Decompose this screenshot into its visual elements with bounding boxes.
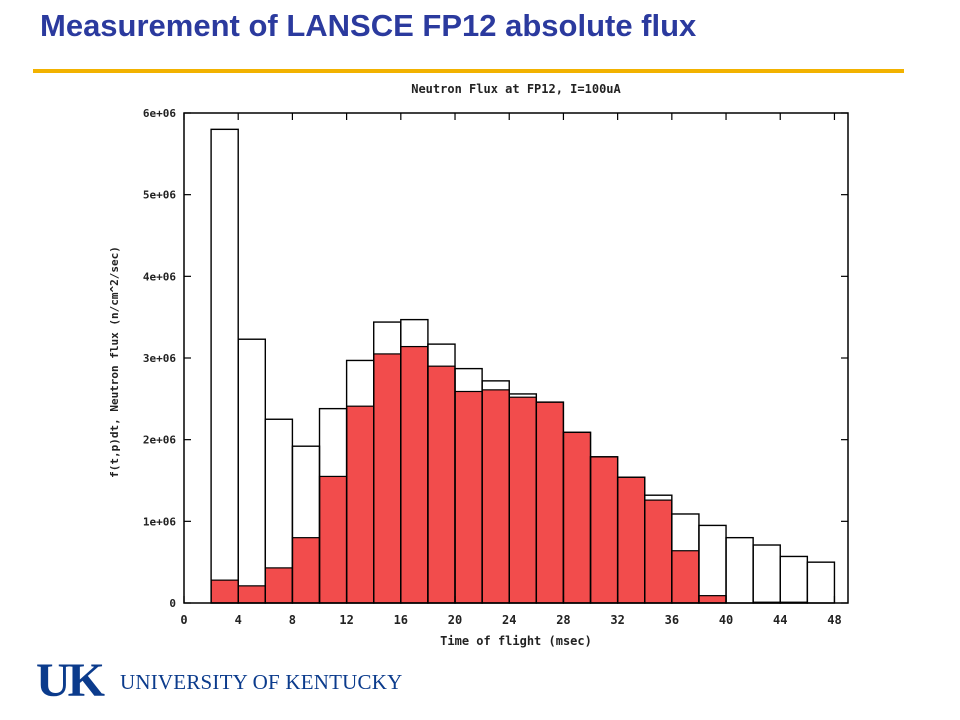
bar-filled <box>644 499 673 604</box>
x-tick-label: 0 <box>180 613 187 627</box>
y-tick-label: 4e+06 <box>143 270 176 283</box>
y-tick-label: 5e+06 <box>143 189 176 202</box>
bar-outline <box>725 536 754 604</box>
y-tick-label: 0 <box>169 597 176 610</box>
bar-outline <box>210 128 239 604</box>
x-tick-label: 48 <box>827 613 841 627</box>
slide-title: Measurement of LANSCE FP12 absolute flux <box>40 8 697 43</box>
bar-filled <box>400 345 429 604</box>
bar-filled <box>671 550 700 604</box>
bar-filled <box>291 537 321 604</box>
bar-filled <box>698 595 727 604</box>
bar-outline <box>237 338 267 604</box>
x-tick-label: 40 <box>719 613 733 627</box>
bar-filled <box>264 567 294 604</box>
bar-filled <box>237 585 266 604</box>
bar-filled <box>318 475 348 604</box>
university-logo: UK UNIVERSITY OF KENTUCKY <box>36 654 402 707</box>
bar-filled <box>617 476 646 604</box>
x-tick-label: 20 <box>448 613 462 627</box>
x-tick-label: 8 <box>289 613 296 627</box>
y-tick-label: 1e+06 <box>143 515 176 528</box>
x-tick-label: 24 <box>502 613 516 627</box>
x-tick-label: 44 <box>773 613 787 627</box>
chart-title: Neutron Flux at FP12, I=100uA <box>411 82 621 96</box>
bar-filled <box>589 456 619 604</box>
x-tick-label: 32 <box>610 613 624 627</box>
x-tick-label: 28 <box>556 613 570 627</box>
bar-outline <box>779 555 809 604</box>
bar-filled <box>535 401 565 604</box>
x-tick-label: 12 <box>339 613 353 627</box>
x-axis-label: Time of flight (msec) <box>440 634 592 648</box>
y-tick-label: 3e+06 <box>143 352 176 365</box>
bar-filled <box>373 353 402 604</box>
university-wordmark: UNIVERSITY OF KENTUCKY <box>120 670 403 694</box>
bar-filled <box>346 405 375 604</box>
bar-outline <box>698 524 727 604</box>
bar-filled <box>481 389 510 604</box>
bar-filled <box>427 365 456 604</box>
bar-filled <box>562 431 592 604</box>
y-axis-label: f(t,p)dt, Neutron flux (n/cm^2/sec) <box>108 246 121 478</box>
title-underline <box>33 69 904 73</box>
bar-outline <box>752 544 781 604</box>
bar-outline <box>806 561 836 604</box>
x-tick-label: 36 <box>665 613 679 627</box>
uk-logo-mark: UK <box>36 654 105 707</box>
y-tick-label: 2e+06 <box>143 434 176 447</box>
bar-filled <box>508 396 537 604</box>
x-tick-label: 16 <box>394 613 408 627</box>
x-tick-label: 4 <box>235 613 242 627</box>
bar-filled <box>454 390 483 604</box>
bar-filled <box>210 579 239 604</box>
y-tick-label: 6e+06 <box>143 107 176 120</box>
